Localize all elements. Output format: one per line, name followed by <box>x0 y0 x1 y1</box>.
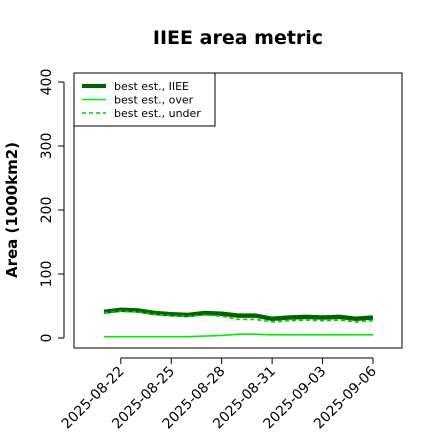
y-tick-label: 200 <box>39 197 55 224</box>
series-line-2 <box>104 333 373 338</box>
chart-title: IIEE area metric <box>153 27 323 49</box>
y-tick-label: 300 <box>39 133 55 160</box>
legend-label: best est., over <box>114 94 194 107</box>
y-tick-label: 0 <box>39 334 55 343</box>
series-line-3 <box>103 310 374 323</box>
series-line-1 <box>103 307 374 322</box>
plot-frame <box>73 72 403 349</box>
y-tick-label: 100 <box>39 261 55 288</box>
y-axis-title: Area (1000km2) <box>3 142 21 278</box>
y-axis: 0 100 200 300 400 <box>39 69 65 343</box>
y-tick-label: 400 <box>39 69 55 96</box>
series-layer <box>103 307 374 338</box>
legend-label: best est., under <box>114 107 201 120</box>
legend-label: best est., IIEE <box>114 80 189 93</box>
